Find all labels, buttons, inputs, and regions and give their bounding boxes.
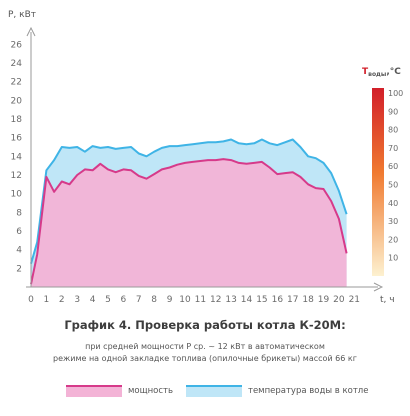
- y-tick-label: 8: [16, 208, 22, 218]
- x-tick-label: 1: [44, 295, 50, 305]
- series-line-1: [30, 158, 348, 285]
- colorbar-title: Tводы,°С: [362, 67, 401, 78]
- legend-swatch-power: [66, 385, 122, 397]
- x-tick-label: 16: [272, 295, 284, 305]
- y-tick-label: 6: [16, 227, 22, 237]
- y-tick-label: 12: [11, 171, 22, 181]
- colorbar-tick-label: 10: [388, 254, 398, 263]
- legend-label-water-temp: температура воды в котле: [248, 386, 369, 396]
- y-axis-arrow: [26, 26, 36, 37]
- x-tick-label: 7: [136, 295, 142, 305]
- x-tick-label: 18: [302, 295, 314, 305]
- colorbar-title-sub: воды: [368, 71, 386, 78]
- colorbar-tick-labels: 10 20 30 40 50 60 70 80 90 100: [388, 89, 403, 263]
- x-tick-label: 11: [195, 295, 206, 305]
- colorbar-tick-label: 100: [388, 89, 403, 98]
- colorbar-tick-label: 60: [388, 162, 398, 171]
- colorbar-title-unit: ,°С: [386, 67, 401, 77]
- series-area-1: [31, 159, 347, 287]
- x-tick-label: 10: [179, 295, 191, 305]
- colorbar-tick-label: 80: [388, 126, 398, 135]
- colorbar-tick-label: 70: [388, 144, 398, 153]
- colorbar-tick-label: 20: [388, 235, 398, 244]
- y-tick-label: 4: [16, 246, 22, 256]
- x-axis-arrow: [373, 282, 384, 292]
- colorbar-tick-label: 90: [388, 107, 398, 116]
- x-tick-label: 0: [28, 295, 34, 305]
- x-tick-label: 6: [121, 295, 127, 305]
- x-tick-label: 3: [74, 295, 80, 305]
- x-tick-label: 4: [90, 295, 96, 305]
- x-tick-label: 2: [59, 295, 65, 305]
- x-tick-label: 8: [151, 295, 157, 305]
- chart-caption-line-2: режиме на одной закладке топлива (опилоч…: [53, 354, 357, 363]
- series-line-0: [30, 138, 348, 264]
- x-tick-label: 5: [105, 295, 111, 305]
- x-tick-label: 21: [349, 295, 360, 305]
- legend-label-power: мощность: [128, 386, 174, 396]
- x-tick-label: 9: [167, 295, 173, 305]
- y-tick-label: 26: [11, 40, 23, 50]
- x-tick-label: 12: [210, 295, 221, 305]
- x-tick-label: 14: [241, 295, 253, 305]
- y-tick-label: 10: [11, 190, 23, 200]
- x-tick-label: 15: [256, 295, 267, 305]
- y-axis-title: P, кВт: [8, 10, 36, 20]
- colorbar-tick-label: 40: [388, 199, 398, 208]
- y-tick-label: 16: [11, 134, 23, 144]
- colorbar-title-symbol: T: [362, 67, 369, 77]
- chart-caption-line-1: при средней мощности P ср. ~ 12 кВт в ав…: [85, 342, 325, 351]
- colorbar-tick-label: 50: [388, 181, 398, 190]
- colorbar: [372, 88, 384, 276]
- y-tick-label: 22: [11, 78, 22, 88]
- chart-caption-title: График 4. Проверка работы котла К-20М:: [64, 318, 346, 332]
- x-tick-label: 17: [287, 295, 298, 305]
- y-tick-label: 20: [11, 96, 23, 106]
- y-tick-label: 14: [11, 152, 23, 162]
- plot-area: [30, 138, 348, 287]
- x-tick-label: 19: [318, 295, 330, 305]
- legend-swatch-water-temp: [186, 385, 242, 397]
- y-tick-label: 2: [16, 264, 22, 274]
- y-tick-label: 18: [11, 115, 23, 125]
- x-tick-label: 13: [225, 295, 236, 305]
- x-tick-label: 20: [333, 295, 345, 305]
- x-axis-title: t, ч: [380, 295, 395, 305]
- y-tick-label: 24: [11, 59, 23, 69]
- x-tick-labels: 0 1 2 3 4 5 6 7 8 9 10 11 12 13 14 15 16 17 18 19 20 21: [28, 295, 360, 305]
- colorbar-tick-label: 30: [388, 217, 398, 226]
